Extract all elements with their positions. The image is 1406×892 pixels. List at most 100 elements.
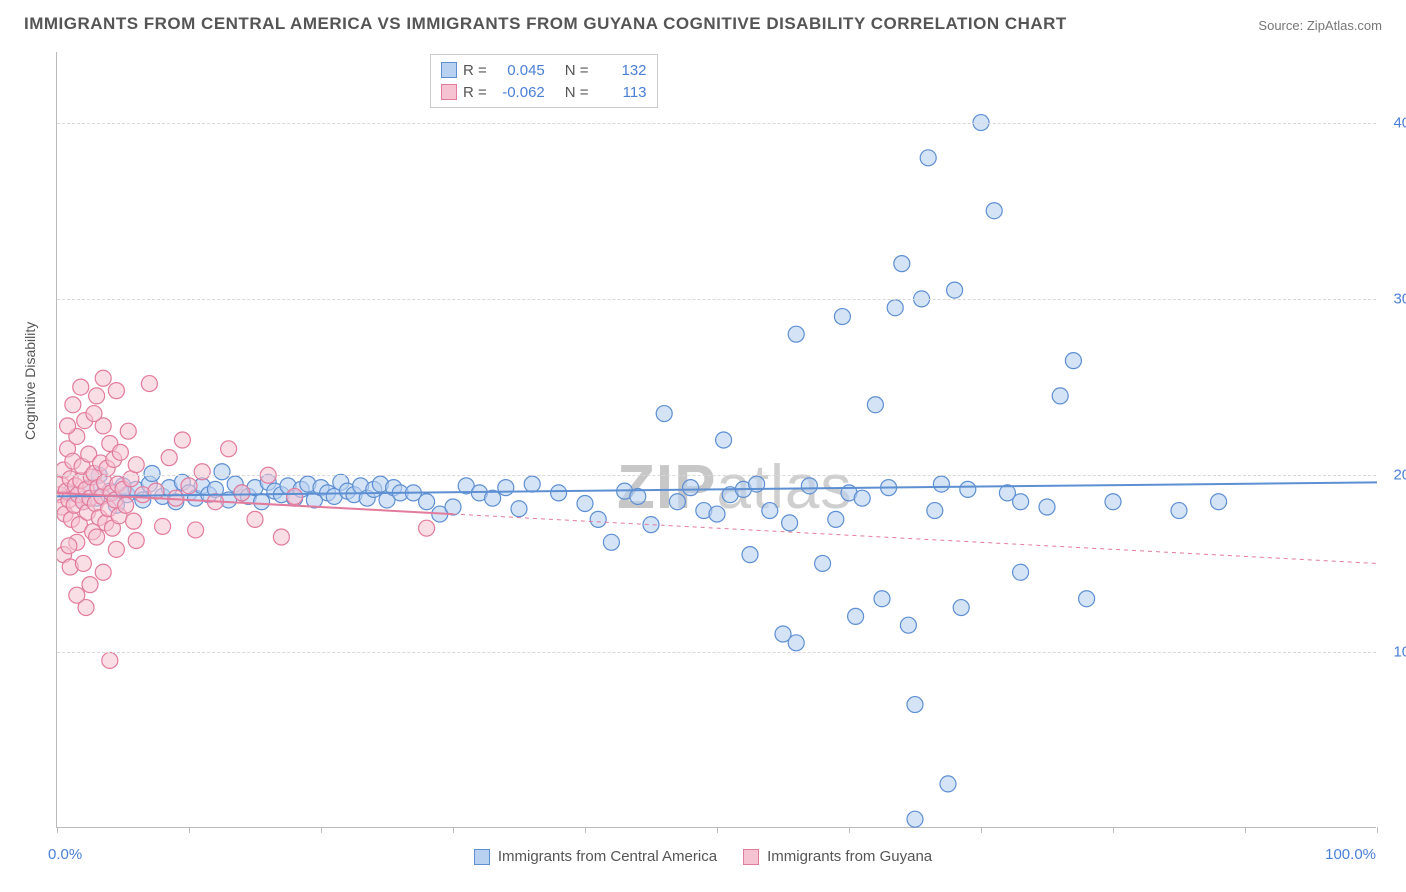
- data-point: [907, 697, 923, 713]
- data-point: [82, 577, 98, 593]
- data-point: [1171, 503, 1187, 519]
- data-point: [1211, 494, 1227, 510]
- data-point: [214, 464, 230, 480]
- data-point: [155, 518, 171, 534]
- data-point: [89, 529, 105, 545]
- y-tick-label: 20.0%: [1384, 467, 1406, 484]
- data-point: [603, 534, 619, 550]
- data-point: [683, 480, 699, 496]
- data-point: [188, 522, 204, 538]
- data-point: [788, 326, 804, 342]
- data-point: [801, 478, 817, 494]
- data-point: [181, 478, 197, 494]
- source-attribution: Source: ZipAtlas.com: [1258, 18, 1382, 33]
- x-tick-mark: [189, 827, 190, 833]
- data-point: [102, 652, 118, 668]
- x-tick-mark: [585, 827, 586, 833]
- data-point: [89, 388, 105, 404]
- x-tick-mark: [1377, 827, 1378, 833]
- gridline: [57, 652, 1376, 653]
- data-point: [419, 494, 435, 510]
- data-point: [887, 300, 903, 316]
- swatch-series2: [441, 84, 457, 100]
- data-point: [590, 511, 606, 527]
- data-point: [953, 600, 969, 616]
- data-point: [927, 503, 943, 519]
- data-point: [60, 418, 76, 434]
- data-point: [194, 464, 210, 480]
- legend-item-series2: Immigrants from Guyana: [743, 848, 932, 865]
- data-point: [1105, 494, 1121, 510]
- gridline: [57, 475, 1376, 476]
- data-point: [900, 617, 916, 633]
- data-point: [141, 376, 157, 392]
- x-tick-mark: [1245, 827, 1246, 833]
- swatch-series1: [474, 849, 490, 865]
- data-point: [716, 432, 732, 448]
- data-point: [782, 515, 798, 531]
- data-point: [1065, 353, 1081, 369]
- data-point: [144, 466, 160, 482]
- source-label: Source:: [1258, 18, 1303, 33]
- data-point: [95, 370, 111, 386]
- data-point: [920, 150, 936, 166]
- n-value-series2: 113: [597, 84, 647, 101]
- data-point: [112, 444, 128, 460]
- data-point: [815, 555, 831, 571]
- data-point: [86, 406, 102, 422]
- data-point: [1013, 564, 1029, 580]
- data-point: [273, 529, 289, 545]
- gridline: [57, 299, 1376, 300]
- legend-label-series1: Immigrants from Central America: [498, 848, 717, 865]
- data-point: [69, 587, 85, 603]
- x-axis-min: 0.0%: [48, 846, 82, 863]
- data-point: [221, 441, 237, 457]
- data-point: [118, 497, 134, 513]
- r-value-series2: -0.062: [495, 84, 545, 101]
- data-point: [742, 547, 758, 563]
- data-point: [709, 506, 725, 522]
- data-point: [498, 480, 514, 496]
- swatch-series1: [441, 62, 457, 78]
- data-point: [247, 511, 263, 527]
- r-label: R =: [463, 84, 487, 101]
- data-point: [828, 511, 844, 527]
- chart-title: IMMIGRANTS FROM CENTRAL AMERICA VS IMMIG…: [24, 14, 1067, 34]
- data-point: [108, 541, 124, 557]
- gridline: [57, 123, 1376, 124]
- data-point: [656, 406, 672, 422]
- x-tick-mark: [57, 827, 58, 833]
- data-point: [933, 476, 949, 492]
- r-value-series1: 0.045: [495, 62, 545, 79]
- legend-correlation: R = 0.045 N = 132 R = -0.062 N = 113: [430, 54, 658, 108]
- data-point: [120, 423, 136, 439]
- data-point: [960, 481, 976, 497]
- swatch-series2: [743, 849, 759, 865]
- data-point: [73, 379, 89, 395]
- data-point: [867, 397, 883, 413]
- trend-line: [453, 514, 1377, 563]
- data-point: [95, 564, 111, 580]
- data-point: [874, 591, 890, 607]
- x-axis-max: 100.0%: [1325, 846, 1376, 863]
- legend-row-series2: R = -0.062 N = 113: [441, 81, 647, 103]
- x-tick-mark: [321, 827, 322, 833]
- data-point: [174, 432, 190, 448]
- data-point: [61, 538, 77, 554]
- data-point: [907, 811, 923, 827]
- data-point: [551, 485, 567, 501]
- data-point: [128, 533, 144, 549]
- data-point: [126, 513, 142, 529]
- legend-row-series1: R = 0.045 N = 132: [441, 59, 647, 81]
- y-tick-label: 10.0%: [1384, 643, 1406, 660]
- data-point: [669, 494, 685, 510]
- source-name: ZipAtlas.com: [1307, 18, 1382, 33]
- y-tick-label: 30.0%: [1384, 290, 1406, 307]
- data-point: [287, 488, 303, 504]
- data-point: [1013, 494, 1029, 510]
- data-point: [254, 494, 270, 510]
- n-label: N =: [565, 62, 589, 79]
- data-point: [894, 256, 910, 272]
- data-point: [577, 495, 593, 511]
- data-point: [1052, 388, 1068, 404]
